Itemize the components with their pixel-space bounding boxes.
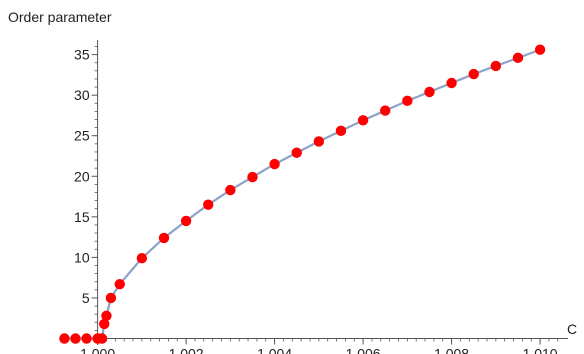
y-tick-label: 5 [82, 290, 90, 306]
x-axis-label: C [567, 321, 577, 337]
y-tick-label: 15 [74, 209, 90, 225]
data-points-layer [59, 44, 546, 344]
data-point [512, 52, 524, 64]
y-tick-label: 30 [74, 87, 90, 103]
x-tick-label: 1.002 [169, 346, 204, 354]
data-point [114, 278, 125, 290]
data-point [101, 310, 112, 321]
y-tick-label: 20 [74, 168, 90, 184]
data-point [402, 95, 413, 107]
data-point [468, 68, 479, 80]
data-point [96, 333, 108, 344]
y-tick-label: 35 [74, 47, 90, 63]
y-tick-label: 10 [74, 249, 90, 265]
x-tick-label: 1.010 [523, 346, 558, 354]
fit-curve-layer [64, 48, 541, 340]
data-point [203, 199, 214, 210]
data-point [158, 232, 170, 244]
x-tick-label: 1.000 [80, 346, 115, 354]
data-point [225, 184, 236, 196]
data-point [269, 158, 280, 170]
series-line [64, 48, 541, 340]
data-point [81, 333, 92, 344]
data-point [291, 147, 302, 158]
y-tick-label: 25 [74, 128, 90, 144]
data-point [424, 86, 435, 98]
data-point [380, 105, 391, 116]
data-point [313, 136, 325, 147]
data-point [446, 77, 457, 89]
data-point [180, 215, 192, 227]
chart-title: Order parameter [8, 9, 112, 25]
data-point [70, 333, 81, 344]
data-point [99, 318, 110, 330]
x-tick-label: 1.004 [257, 346, 292, 354]
axes: 1.000 1.002 1.004 1.006 1.008 1.010 5 10 15 20 25 3… [60, 40, 568, 354]
data-point [534, 44, 546, 55]
data-point [247, 171, 258, 183]
x-tick-label: 1.006 [346, 346, 381, 354]
data-point [490, 60, 502, 72]
data-point [59, 333, 70, 344]
data-point [335, 125, 347, 137]
data-point [136, 253, 148, 264]
data-point [357, 115, 369, 126]
x-tick-label: 1.008 [434, 346, 469, 354]
data-point [105, 292, 117, 304]
